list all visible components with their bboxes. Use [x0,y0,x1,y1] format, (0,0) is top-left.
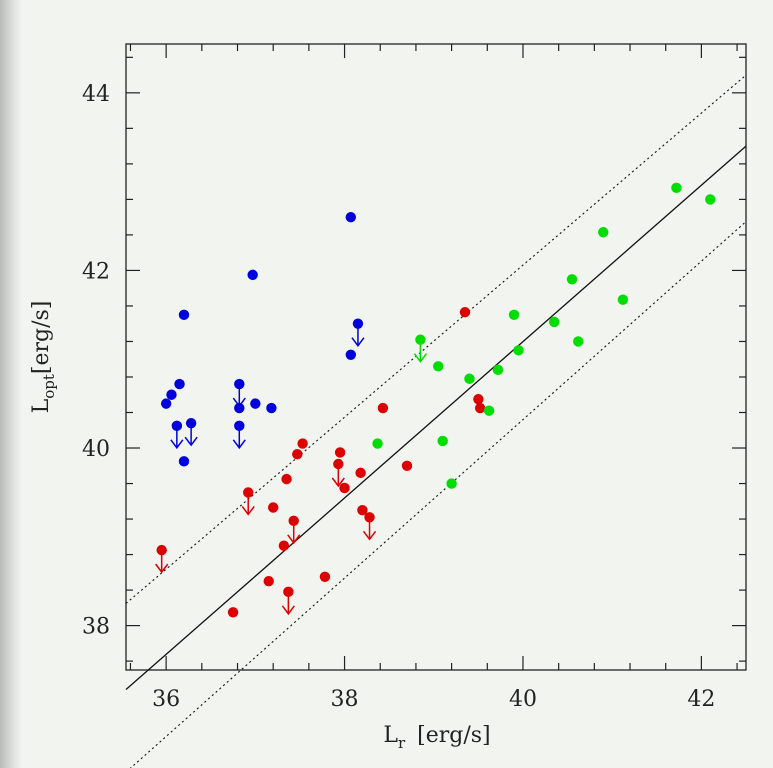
data-point [446,478,457,489]
upper-limit-point [362,512,377,541]
data-point [566,274,578,285]
data-point [617,294,629,305]
y-axis-title: Lopt[erg/s] [29,301,58,414]
data-point [334,447,346,458]
data-point [401,460,413,471]
data-point [267,502,279,513]
svg-text:Lopt[erg/s]: Lopt[erg/s] [29,301,58,414]
data-point [377,402,389,414]
data-point [473,393,484,405]
data-point [464,373,475,384]
data-point [508,309,520,321]
upper-limit-point [184,417,198,447]
upper-limit-point [281,586,295,616]
data-point [573,336,584,347]
data-point [178,309,190,321]
data-points [155,182,716,618]
upper-limit-point [155,544,169,574]
x-tick-label: 36 [152,687,180,712]
data-point [319,571,331,582]
y-tick-label: 40 [82,437,110,462]
y-tick-label: 38 [82,615,110,640]
x-tick-label: 40 [509,687,537,712]
upper-limit-point [331,458,345,488]
x-tick-label: 38 [331,687,359,712]
data-point [598,227,609,238]
data-point [174,378,185,390]
upper-limit-point [287,515,301,545]
data-point [492,364,504,376]
data-point [459,306,471,318]
data-point [166,389,177,400]
data-point [234,402,245,414]
upper-limit-point [232,378,246,408]
data-point [227,607,239,618]
upper-limit-point [232,420,246,450]
data-point [474,402,486,414]
x-axis-title: Lr [erg/s] [383,723,490,752]
relation-lines [125,74,747,768]
data-point [339,482,350,494]
data-point [281,473,292,485]
y-tick-label: 44 [82,82,110,107]
data-point [266,402,277,414]
data-point [433,361,444,372]
data-point [345,349,357,360]
plot-frame [125,43,747,671]
data-point [357,504,368,516]
data-point [437,435,448,447]
data-point [705,194,716,205]
data-point [250,398,261,409]
upper-limit-point [413,334,427,363]
upper-limit-point [351,318,365,347]
scatter-bound-line [129,221,747,768]
data-point [160,398,172,409]
data-point [247,269,258,281]
data-point [278,540,290,551]
data-point [483,405,495,416]
data-point [297,438,308,449]
data-point [178,456,190,467]
y-tick-label: 42 [82,259,110,284]
data-point [263,576,274,587]
data-point [549,316,560,328]
data-point [345,211,357,223]
upper-limit-point [241,487,255,516]
data-point [671,182,682,194]
data-point [292,449,303,460]
data-point [372,438,383,449]
upper-limit-point [170,420,184,450]
data-point [513,345,524,356]
axis-ticks: 36 38 40 42 38 40 42 44 [82,44,746,712]
scatter-bound-line [125,74,747,604]
x-tick-label: 42 [687,687,715,712]
data-point [355,467,366,479]
fit-line [125,145,747,691]
